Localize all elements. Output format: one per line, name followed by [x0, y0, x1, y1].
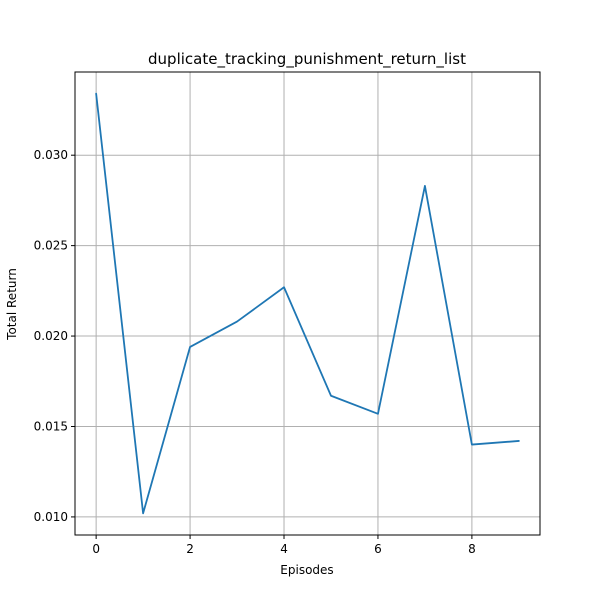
series-0-point-1: [142, 512, 144, 514]
chart-title: duplicate_tracking_punishment_return_lis…: [148, 50, 466, 69]
series-0-point-0: [95, 93, 97, 95]
series-0-point-8: [471, 443, 473, 445]
x-tick-label-4: 8: [468, 542, 476, 556]
series-0-point-6: [377, 413, 379, 415]
series-layer: [95, 92, 520, 515]
x-axis-label: Episodes: [280, 563, 333, 577]
y-tick-label-2: 0.020: [34, 329, 68, 343]
series-0-point-4: [283, 286, 285, 288]
series-line-0: [95, 92, 520, 515]
y-tick-label-0: 0.010: [34, 510, 68, 524]
series-0-point-5: [330, 395, 332, 397]
y-tick-label-4: 0.030: [34, 148, 68, 162]
series-0-point-3: [236, 320, 238, 322]
y-axis-ticks: 0.010 0.015 0.020 0.025 0.030: [34, 148, 75, 524]
y-tick-label-1: 0.015: [34, 419, 68, 433]
y-axis-label: Total Return: [5, 268, 19, 341]
plot-area-frame: [74, 71, 541, 536]
series-0-point-9: [518, 440, 520, 442]
x-tick-label-0: 0: [92, 542, 100, 556]
grid-lines: [75, 72, 540, 535]
x-tick-label-2: 4: [280, 542, 288, 556]
x-tick-label-3: 6: [374, 542, 382, 556]
series-0-point-7: [424, 185, 426, 187]
series-0-point-2: [189, 346, 191, 348]
y-tick-label-3: 0.025: [34, 239, 68, 253]
x-tick-label-1: 2: [186, 542, 194, 556]
x-axis-ticks: 0 2 4 6 8: [92, 535, 476, 556]
